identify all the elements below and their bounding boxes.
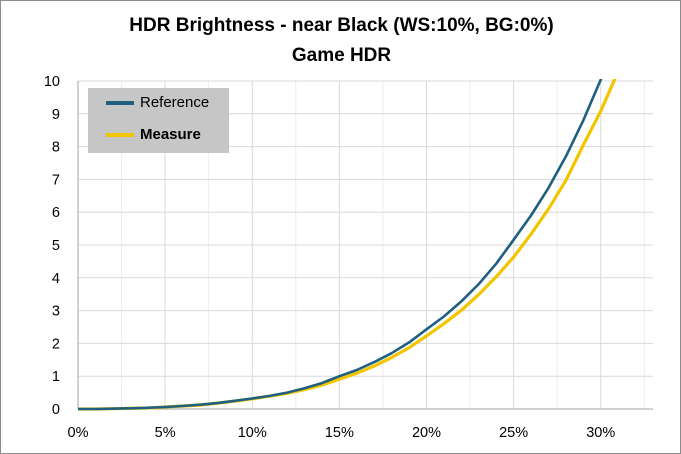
x-tick-label: 20% [412, 425, 441, 441]
legend-swatch-reference [106, 100, 134, 105]
y-tick-label: 3 [52, 304, 60, 320]
x-tick-label: 5% [155, 425, 176, 441]
y-tick-label: 7 [52, 172, 60, 188]
legend-label-reference: Reference [140, 94, 210, 111]
y-tick-label: 6 [52, 205, 60, 221]
x-tick-label: 30% [586, 425, 615, 441]
y-tick-label: 5 [52, 238, 60, 254]
legend: Reference Measure [88, 88, 229, 153]
y-tick-label: 10 [44, 74, 60, 90]
legend-swatch-measure [106, 132, 134, 137]
y-tick-label: 4 [52, 271, 60, 287]
legend-label-measure: Measure [140, 126, 201, 143]
chart-subtitle: Game HDR [291, 45, 392, 66]
legend-item-reference: Reference [106, 94, 209, 111]
series-line-reference [78, 79, 603, 411]
x-tick-label: 0% [68, 425, 89, 441]
y-tick-label: 1 [52, 369, 60, 385]
legend-item-measure: Measure [106, 126, 201, 143]
y-tick-label: 9 [52, 107, 60, 123]
y-tick-label: 2 [52, 336, 60, 352]
chart-title: HDR Brightness - near Black (WS:10%, BG:… [129, 15, 554, 36]
y-tick-label: 8 [52, 140, 60, 156]
x-tick-label: 25% [499, 425, 528, 441]
x-tick-label: 10% [238, 425, 267, 441]
y-tick-label: 0 [52, 402, 60, 418]
x-tick-label: 15% [325, 425, 354, 441]
